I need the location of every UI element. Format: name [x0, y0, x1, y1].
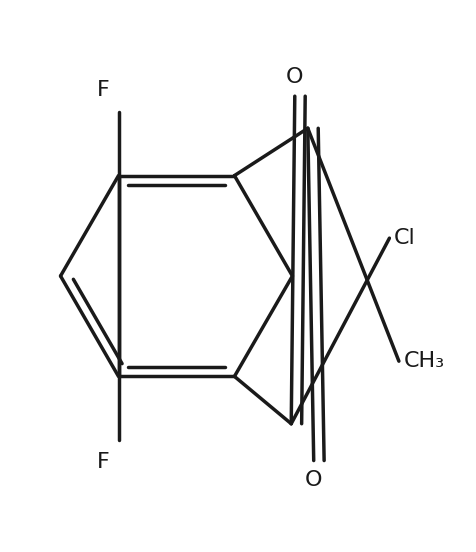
- Text: CH₃: CH₃: [404, 351, 445, 371]
- Text: O: O: [305, 470, 322, 490]
- Text: Cl: Cl: [394, 228, 416, 248]
- Text: O: O: [286, 67, 304, 87]
- Text: F: F: [97, 452, 109, 471]
- Text: F: F: [97, 81, 109, 100]
